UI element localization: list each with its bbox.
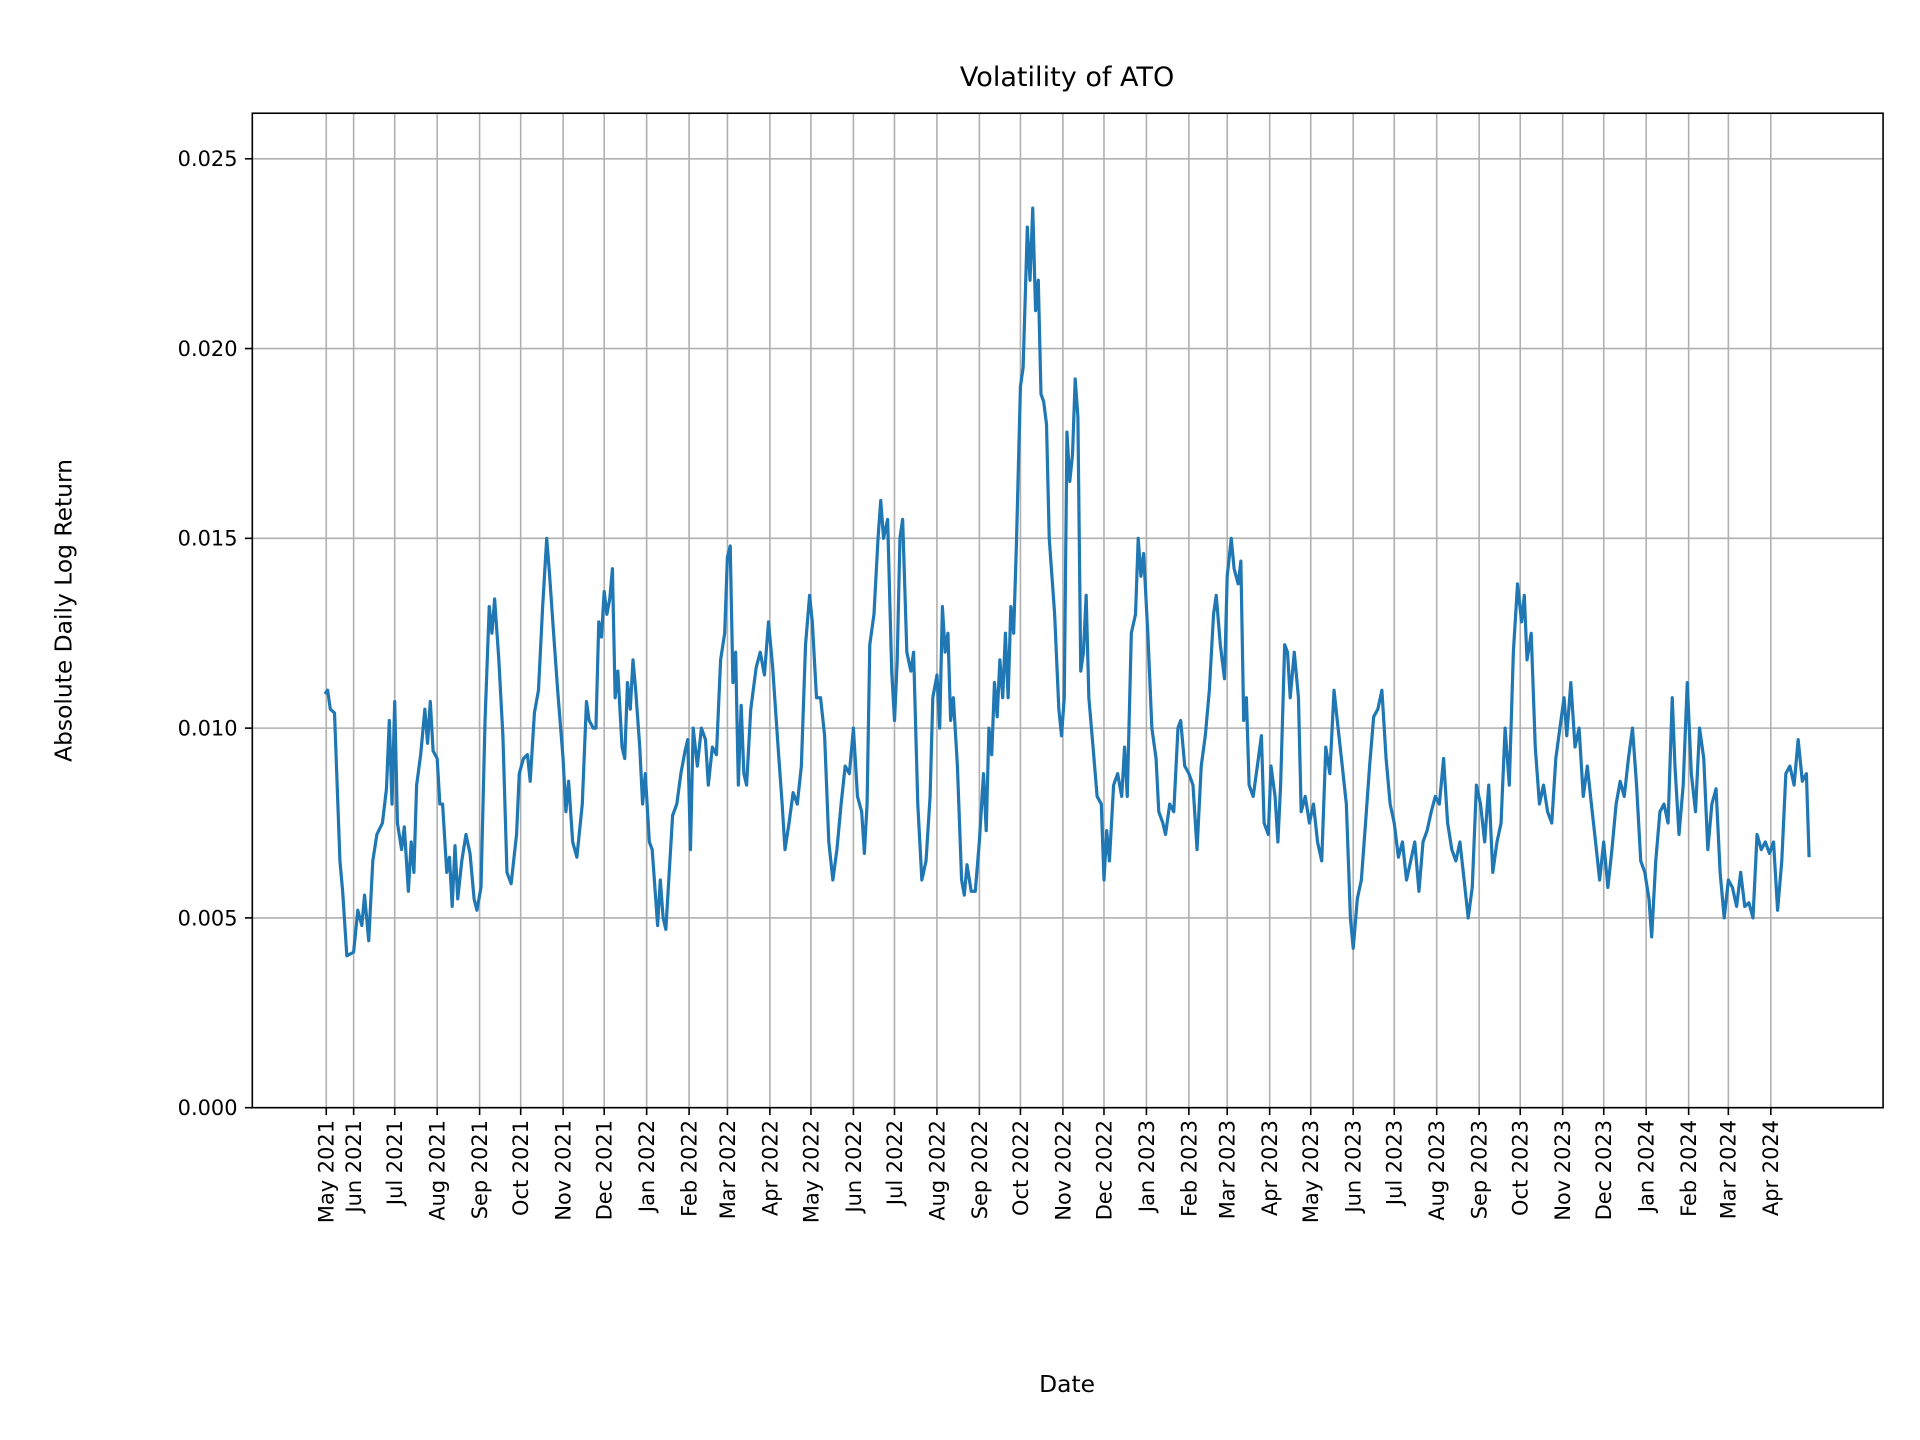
x-tick-label: Oct 2023 <box>1509 1120 1533 1216</box>
series-layer <box>323 206 1811 958</box>
x-tick-label: Sep 2023 <box>1468 1120 1492 1219</box>
x-tick-label: May 2022 <box>799 1120 823 1223</box>
plot-frame <box>251 112 1884 1109</box>
y-tick-label: 0.020 <box>178 337 238 361</box>
x-tick-label: Dec 2021 <box>593 1120 617 1220</box>
x-tick-label: Dec 2023 <box>1592 1120 1616 1220</box>
y-tick-label: 0.000 <box>178 1096 238 1120</box>
x-tick-label: Jul 2021 <box>383 1120 407 1207</box>
x-tick-label: Aug 2022 <box>925 1120 949 1221</box>
x-tick-label: Jan 2023 <box>1135 1120 1159 1214</box>
x-tick-label: Oct 2021 <box>509 1120 533 1216</box>
y-tick-label: 0.005 <box>178 906 238 930</box>
x-tick-label: Nov 2021 <box>552 1120 576 1221</box>
x-tick-label: Aug 2021 <box>426 1120 450 1221</box>
x-tick-label: Oct 2022 <box>1009 1120 1033 1216</box>
x-tick-label: Jul 2023 <box>1383 1120 1407 1207</box>
x-tick-label: Feb 2023 <box>1177 1120 1201 1217</box>
x-tick-label: Apr 2022 <box>758 1120 782 1216</box>
x-tick-label: Feb 2022 <box>677 1120 701 1217</box>
volatility-line <box>323 206 1811 958</box>
x-tick-label: Sep 2022 <box>968 1120 992 1219</box>
x-tick-label: Nov 2022 <box>1051 1120 1075 1221</box>
x-tick-label: May 2021 <box>315 1120 339 1223</box>
x-tick-label: Jan 2022 <box>635 1120 659 1214</box>
x-axis: May 2021 Jun 2021 Jul 2021 Aug 2021 Sep 2021… <box>315 1107 1783 1223</box>
y-axis-title: Absolute Daily Log Return <box>49 459 77 762</box>
y-tick-label: 0.010 <box>178 717 238 741</box>
x-tick-label: Apr 2024 <box>1759 1120 1783 1216</box>
x-tick-label: Nov 2023 <box>1551 1120 1575 1221</box>
x-tick-label: Mar 2022 <box>716 1120 740 1219</box>
x-tick-label: Apr 2023 <box>1258 1120 1282 1216</box>
x-tick-label: Sep 2021 <box>468 1120 492 1219</box>
x-tick-label: Jun 2021 <box>342 1120 366 1215</box>
x-tick-label: Jun 2023 <box>1342 1120 1366 1215</box>
x-tick-label: Dec 2022 <box>1092 1120 1116 1220</box>
x-axis-title: Date <box>1039 1370 1095 1398</box>
y-axis: 0.000 0.005 0.010 0.015 0.020 0.025 <box>178 147 253 1120</box>
x-tick-label: Jun 2022 <box>842 1120 866 1215</box>
x-tick-label: Jul 2022 <box>883 1120 907 1207</box>
x-tick-label: Mar 2024 <box>1717 1120 1741 1219</box>
x-tick-label: May 2023 <box>1299 1120 1323 1223</box>
x-tick-label: Jan 2024 <box>1635 1120 1659 1214</box>
chart-title: Volatility of ATO <box>960 62 1174 93</box>
x-tick-label: Aug 2023 <box>1425 1120 1449 1221</box>
y-tick-label: 0.015 <box>178 527 238 551</box>
y-tick-label: 0.025 <box>178 147 238 171</box>
x-tick-label: Mar 2023 <box>1216 1120 1240 1219</box>
x-tick-label: Feb 2024 <box>1677 1120 1701 1217</box>
